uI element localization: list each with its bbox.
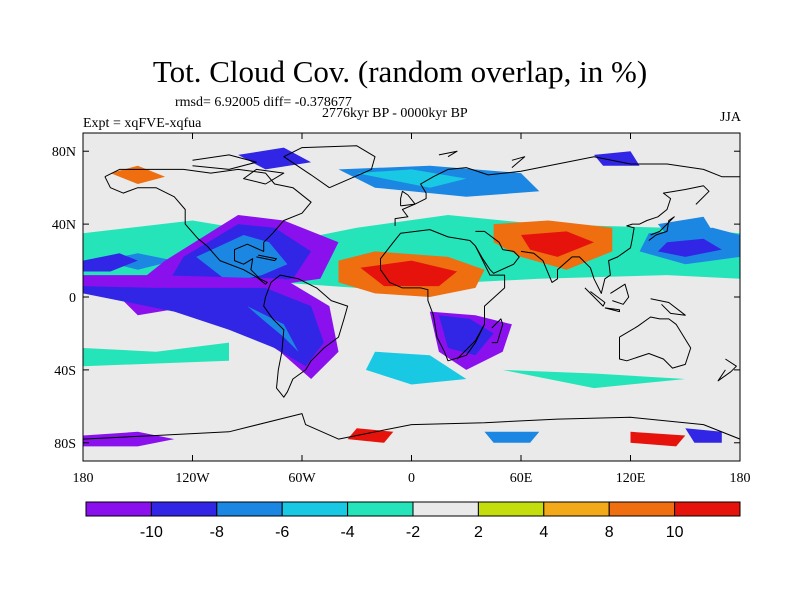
colorbar-bin bbox=[85, 501, 152, 517]
coastline bbox=[610, 283, 630, 305]
anomaly-region bbox=[83, 342, 229, 367]
experiment-label: Expt = xqFVE-xqfua bbox=[83, 116, 202, 131]
anomaly-region bbox=[360, 260, 458, 287]
lon-tick-label: 180 bbox=[730, 471, 751, 486]
coastline bbox=[511, 156, 526, 168]
coastline bbox=[104, 168, 312, 285]
lon-tick-label: 120W bbox=[175, 471, 210, 486]
lon-tick-label: 0 bbox=[408, 471, 415, 486]
coastline bbox=[456, 324, 485, 360]
anomaly-fill-layer bbox=[83, 133, 740, 461]
map-title: Tot. Cloud Cov. (random overlap, in %) bbox=[152, 54, 648, 89]
anomaly-region bbox=[502, 369, 686, 389]
anomaly-region bbox=[657, 238, 722, 257]
coastline bbox=[400, 190, 416, 207]
colorbar-bin bbox=[281, 501, 349, 517]
colorbar-bin bbox=[543, 501, 610, 517]
anomaly-region bbox=[594, 151, 640, 166]
coastline bbox=[520, 185, 710, 294]
colorbar-bin bbox=[150, 501, 218, 517]
colorbar-label: 2 bbox=[474, 524, 483, 541]
colorbar-label: -8 bbox=[210, 524, 224, 541]
anomaly-region bbox=[83, 253, 138, 272]
coastline bbox=[491, 318, 504, 344]
anomaly-region bbox=[521, 231, 594, 257]
time-period-label: 2776kyr BP - 0000kyr BP bbox=[322, 106, 468, 121]
colorbar-bin bbox=[216, 501, 283, 517]
colorbar-label: -4 bbox=[340, 524, 354, 541]
coastline bbox=[619, 316, 692, 369]
anomaly-region bbox=[685, 428, 722, 443]
colorbar-bin bbox=[477, 501, 545, 517]
coastline bbox=[243, 168, 285, 185]
coastline bbox=[584, 287, 606, 307]
lat-tick-label: 0 bbox=[69, 291, 76, 306]
anomaly-region bbox=[110, 165, 166, 184]
colorbar-label: 8 bbox=[605, 524, 614, 541]
season-label: JJA bbox=[719, 110, 741, 125]
lat-tick-label: 40S bbox=[54, 364, 76, 379]
lat-tick-label: 80N bbox=[52, 145, 76, 160]
colorbar-label: -6 bbox=[275, 524, 289, 541]
anomaly-region bbox=[484, 431, 540, 443]
anomaly-region bbox=[657, 216, 713, 235]
colorbar-bin bbox=[347, 501, 414, 517]
coastline bbox=[394, 156, 740, 226]
coastline bbox=[256, 254, 277, 262]
lat-tick-label: 80S bbox=[54, 437, 76, 452]
anomaly-region bbox=[630, 431, 686, 447]
colorbar-bin bbox=[412, 501, 479, 517]
colorbar-bin bbox=[608, 501, 676, 517]
lon-tick-label: 180 bbox=[73, 471, 94, 486]
coastline bbox=[438, 150, 458, 158]
coastline bbox=[474, 230, 520, 274]
anomaly-region bbox=[365, 351, 467, 385]
coastline bbox=[650, 298, 686, 316]
map-axes: 180 120W 60W 0 60E 120E 180 80N 40N 0 40S 80S bbox=[52, 133, 751, 486]
anomaly-region bbox=[438, 315, 494, 356]
coastline-layer bbox=[83, 145, 740, 440]
coastline bbox=[717, 358, 737, 382]
anomaly-region bbox=[238, 147, 312, 170]
coastline bbox=[83, 413, 740, 440]
lon-tick-label: 60E bbox=[510, 471, 533, 486]
anomaly-region bbox=[356, 169, 467, 188]
anomaly-region bbox=[347, 428, 394, 443]
colorbar-label: 10 bbox=[666, 524, 684, 541]
colorbar-label: 4 bbox=[539, 524, 548, 541]
coastline bbox=[604, 307, 620, 313]
coastline bbox=[283, 145, 376, 189]
colorbar-label: -10 bbox=[140, 524, 163, 541]
coastline bbox=[263, 274, 349, 398]
anomaly-region bbox=[612, 311, 704, 370]
colorbar: -10 -8 -6 -4 -2 2 4 8 10 bbox=[85, 501, 741, 541]
coastline bbox=[648, 216, 675, 241]
anomaly-region bbox=[83, 143, 740, 170]
lat-tick-label: 40N bbox=[52, 218, 76, 233]
anomaly-region bbox=[196, 235, 288, 283]
colorbar-label: -2 bbox=[406, 524, 420, 541]
rmsd-diff-stats: rmsd= 6.92005 diff= -0.378677 bbox=[175, 95, 352, 110]
colorbar-bin bbox=[674, 501, 741, 517]
coastline bbox=[192, 154, 257, 170]
lon-tick-label: 120E bbox=[616, 471, 646, 486]
lon-tick-label: 60W bbox=[288, 471, 316, 486]
